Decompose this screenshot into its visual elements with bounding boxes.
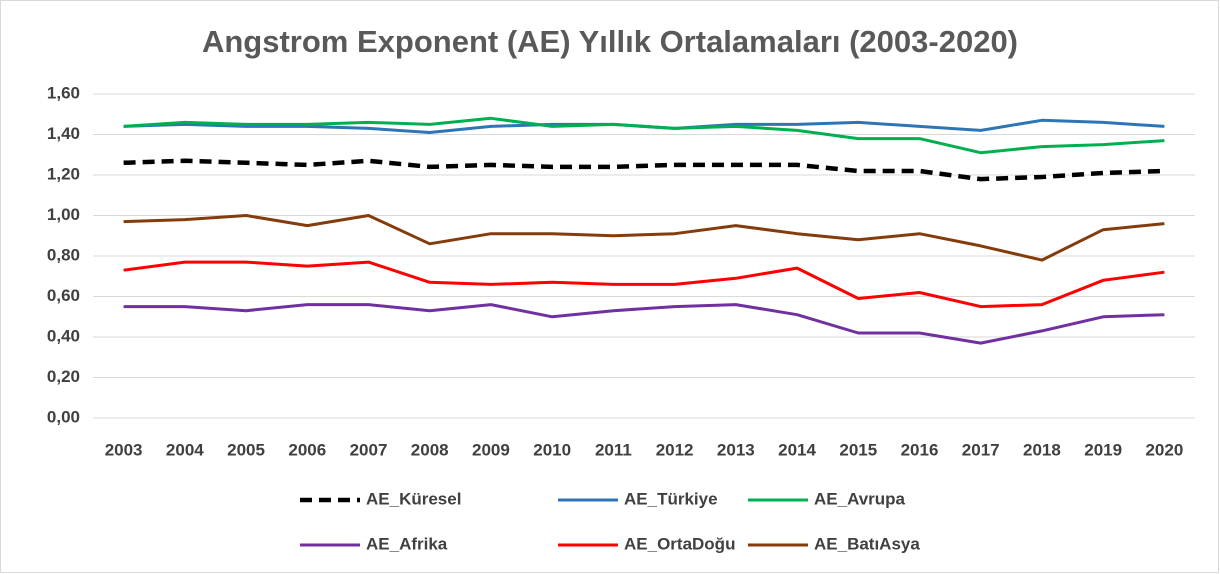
series-line xyxy=(123,303,1165,345)
legend-label: AE_Küresel xyxy=(366,489,461,508)
y-tick-label: 1,00 xyxy=(47,205,80,224)
y-tick-label: 0,80 xyxy=(47,245,80,264)
y-tick-label: 0,40 xyxy=(47,326,80,345)
x-tick-label: 2017 xyxy=(962,440,1000,459)
x-tick-label: 2007 xyxy=(350,440,388,459)
x-tick-label: 2010 xyxy=(533,440,571,459)
series-line xyxy=(123,116,1165,155)
x-tick-label: 2008 xyxy=(411,440,449,459)
y-tick-label: 1,20 xyxy=(47,164,80,183)
chart-title: Angstrom Exponent (AE) Yıllık Ortalamala… xyxy=(202,24,1018,59)
y-tick-label: 1,60 xyxy=(47,83,80,102)
x-tick-label: 2011 xyxy=(595,440,632,459)
legend-label: AE_Afrika xyxy=(366,534,448,553)
x-tick-label: 2003 xyxy=(105,440,143,459)
legend-label: AE_BatıAsya xyxy=(814,534,920,553)
x-tick-label: 2012 xyxy=(656,440,694,459)
x-tick-label: 2009 xyxy=(472,440,510,459)
y-tick-label: 0,20 xyxy=(47,367,80,386)
x-tick-label: 2015 xyxy=(839,440,877,459)
legend-label: AE_Avrupa xyxy=(814,489,906,508)
x-tick-label: 2006 xyxy=(288,440,326,459)
series-line xyxy=(123,214,1165,262)
x-tick-label: 2005 xyxy=(227,440,265,459)
y-tick-label: 0,00 xyxy=(47,407,80,426)
legend-label: AE_Türkiye xyxy=(624,489,718,508)
y-tick-label: 0,60 xyxy=(47,286,80,305)
series-line xyxy=(123,260,1165,309)
legend-label: AE_OrtaDoğu xyxy=(624,534,735,553)
x-tick-label: 2019 xyxy=(1084,440,1122,459)
y-tick-label: 1,40 xyxy=(47,124,80,143)
x-tick-label: 2014 xyxy=(778,440,816,459)
x-tick-label: 2016 xyxy=(901,440,939,459)
x-tick-label: 2018 xyxy=(1023,440,1061,459)
series-line xyxy=(123,158,1165,182)
x-tick-label: 2013 xyxy=(717,440,755,459)
x-tick-label: 2020 xyxy=(1145,440,1183,459)
x-tick-label: 2004 xyxy=(166,440,204,459)
